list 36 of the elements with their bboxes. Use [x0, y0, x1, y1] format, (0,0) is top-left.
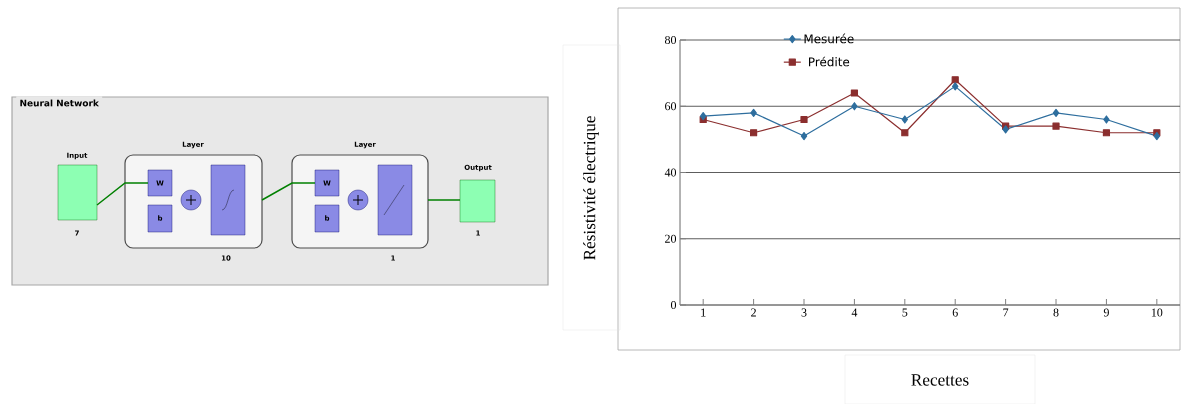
- legend-label: Prédite: [809, 56, 850, 67]
- point: [750, 108, 757, 117]
- x-tick-label: 9: [1103, 308, 1109, 317]
- x-tick-label: 6: [952, 308, 958, 317]
- point: [850, 89, 859, 97]
- x-tick-label: 3: [801, 308, 807, 317]
- x-axis-title: Recettes: [911, 374, 969, 386]
- y-tick-label: 0: [670, 300, 677, 310]
- x-tick-label: 10: [1151, 308, 1163, 317]
- y-tick-label: 60: [665, 102, 677, 111]
- x-tick-label: 4: [851, 308, 858, 317]
- point: [951, 76, 959, 84]
- point: [1002, 125, 1009, 134]
- point: [1153, 131, 1161, 141]
- y-tick-label: 40: [664, 168, 677, 177]
- point: [1102, 129, 1111, 137]
- point: [1052, 122, 1060, 130]
- point: [750, 129, 758, 137]
- x-tick-label: 5: [902, 308, 908, 317]
- point: [800, 131, 808, 141]
- legend-label: Mesurée: [804, 33, 854, 44]
- x-tick-label: 2: [751, 308, 756, 317]
- point: [1052, 108, 1060, 117]
- point: [951, 82, 959, 91]
- y-axis-title: Résistivité électrique: [583, 116, 599, 260]
- point: [851, 102, 858, 111]
- y-tick-label: 20: [665, 234, 677, 243]
- point: [800, 115, 808, 124]
- point: [901, 129, 909, 137]
- point: [1103, 115, 1110, 124]
- y-tick-label: 80: [664, 35, 677, 45]
- text: Neural Network: [20, 99, 100, 107]
- x-tick-label: 8: [1053, 308, 1059, 317]
- x-tick-label: 1: [701, 308, 706, 317]
- x-tick-label: 7: [1003, 308, 1009, 317]
- point: [901, 115, 909, 124]
